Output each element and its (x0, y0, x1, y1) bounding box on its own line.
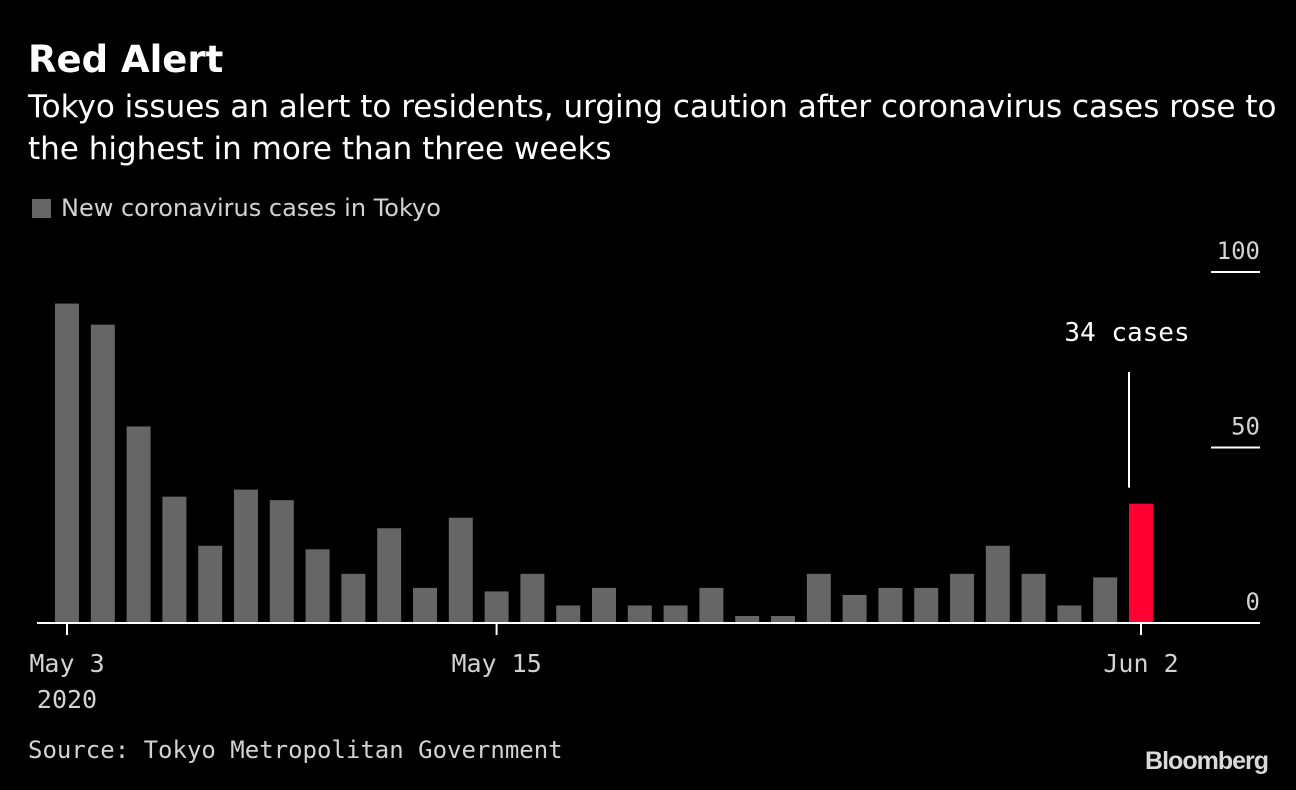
bar (90, 324, 115, 623)
bar (878, 587, 903, 623)
bar (413, 587, 437, 623)
x-tick-label: May 15 (451, 649, 541, 678)
legend-swatch (32, 198, 51, 218)
source-note: Source: Tokyo Metropolitan Government (28, 736, 563, 764)
bar (592, 587, 616, 623)
y-tick-label-50: 50 (1231, 413, 1260, 441)
bar (1021, 573, 1046, 623)
bar (234, 489, 258, 623)
x-tick-sublabel: 2020 (37, 685, 97, 714)
bar (842, 594, 867, 623)
highlight-bar (1129, 503, 1153, 623)
bar (985, 545, 1010, 623)
bar (556, 605, 581, 623)
bar (341, 573, 366, 623)
bar (914, 587, 939, 623)
chart-subtitle: Tokyo issues an alert to residents, urgi… (28, 89, 1277, 167)
bar (1093, 577, 1118, 623)
bar (305, 549, 330, 623)
annotation-label: 34 cases (1064, 318, 1189, 348)
bar (950, 573, 974, 623)
y-tick-label-100: 100 (1217, 237, 1260, 265)
bar (699, 587, 724, 623)
bar (520, 573, 545, 623)
legend: New coronavirus cases in Tokyo (32, 194, 441, 222)
bar (377, 528, 402, 623)
bar (806, 573, 831, 623)
bar (627, 605, 652, 623)
bar (162, 496, 187, 623)
x-tick-label: Jun 2 (1103, 649, 1178, 678)
bar (735, 615, 760, 623)
bar (448, 517, 473, 623)
bar (484, 591, 509, 623)
bar (1057, 605, 1082, 623)
bar (55, 303, 79, 623)
chart-title: Red Alert (28, 38, 224, 81)
bar (663, 605, 688, 623)
bar (771, 615, 795, 623)
y-tick-label-0: 0 (1246, 588, 1260, 616)
bloomberg-logo: Bloomberg (1145, 747, 1269, 775)
bar (269, 500, 294, 623)
x-tick-label: May 3 (29, 649, 104, 678)
bar (198, 545, 223, 623)
bar (126, 426, 151, 623)
legend-label: New coronavirus cases in Tokyo (61, 194, 441, 222)
